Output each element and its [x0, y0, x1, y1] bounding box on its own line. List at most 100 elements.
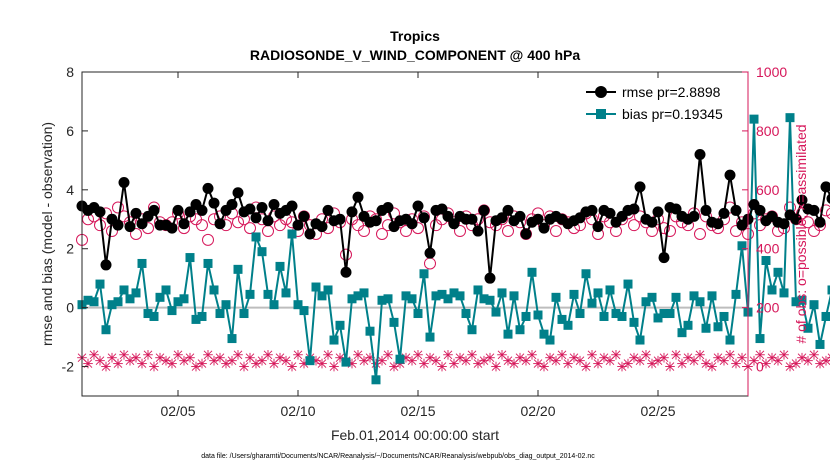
bias-point	[629, 317, 639, 327]
rmse-point	[268, 199, 280, 211]
bias-point	[251, 232, 261, 242]
bias-point	[533, 310, 543, 320]
bias-point	[341, 357, 351, 367]
rmse-point	[754, 204, 766, 216]
bias-point	[221, 300, 231, 310]
rmse-point	[184, 206, 196, 218]
rmse-point	[418, 212, 430, 224]
bias-point	[455, 291, 465, 301]
bias-point	[773, 267, 783, 277]
bias-point	[767, 285, 777, 295]
obs-possible-marker	[130, 228, 142, 240]
rmse-point	[790, 213, 802, 225]
bias-point	[275, 261, 285, 271]
rmse-point	[628, 203, 640, 215]
bias-point	[491, 307, 501, 317]
rmse-point	[472, 225, 484, 237]
bias-point	[503, 329, 513, 339]
bias-point	[161, 285, 171, 295]
rmse-point	[214, 218, 226, 230]
obs-assimilated-marker	[809, 349, 819, 360]
y2-tick-label: 400	[756, 241, 780, 257]
rmse-point	[538, 222, 550, 234]
rmse-point	[436, 203, 448, 215]
bias-point	[659, 309, 669, 319]
obs-assimilated-marker	[665, 361, 675, 372]
bias-point	[149, 311, 159, 321]
bias-point	[263, 289, 273, 299]
y-tick-label: 0	[66, 300, 74, 316]
bias-point	[305, 356, 315, 366]
obs-assimilated-marker	[635, 355, 645, 366]
rmse-point	[250, 212, 262, 224]
bias-point	[779, 288, 789, 298]
bias-point	[809, 300, 819, 310]
rmse-point	[652, 206, 664, 218]
rmse-point	[646, 216, 658, 228]
bias-point	[431, 291, 441, 301]
bias-point	[209, 285, 219, 295]
rmse-point	[262, 215, 274, 227]
bias-point	[287, 229, 297, 239]
obs-assimilated-marker	[491, 361, 501, 372]
bias-point	[131, 288, 141, 298]
rmse-point	[196, 204, 208, 216]
obs-assimilated-marker	[437, 361, 447, 372]
plot-content	[76, 113, 830, 385]
rmse-point	[820, 181, 830, 193]
obs-assimilated-marker	[773, 355, 783, 366]
rmse-point	[694, 148, 706, 160]
obs-assimilated-marker	[593, 358, 603, 369]
bias-point	[179, 294, 189, 304]
obs-possible-marker	[112, 201, 124, 214]
obs-assimilated-marker	[167, 358, 177, 369]
y2-tick-label: 0	[756, 359, 764, 375]
bias-point	[371, 375, 381, 385]
obs-assimilated-marker	[413, 349, 423, 360]
bias-point	[653, 313, 663, 323]
y-axis-right: 0 200 400 600 800 1000	[742, 64, 787, 396]
bias-point	[353, 291, 363, 301]
obs-possible-marker	[400, 225, 412, 238]
rmse-point	[334, 213, 346, 225]
bias-point	[323, 285, 333, 295]
bias-point	[137, 258, 147, 268]
rmse-point	[688, 210, 700, 222]
rmse-point	[448, 218, 460, 230]
y-tick-label: 4	[66, 182, 74, 198]
y2-tick-label: 1000	[756, 64, 787, 80]
bias-point	[587, 298, 597, 308]
obs-assimilated-marker	[143, 349, 153, 360]
bias-point	[329, 335, 339, 345]
rmse-point	[136, 218, 148, 230]
obs-possible-marker	[454, 225, 466, 238]
x-tick-label: 02/05	[160, 403, 195, 419]
obs-assimilated-marker	[779, 349, 789, 360]
bias-point	[101, 325, 111, 335]
rmse-point	[100, 259, 112, 271]
bias-point	[245, 289, 255, 299]
bias-point	[419, 269, 429, 279]
bias-point	[605, 285, 615, 295]
rmse-point	[124, 221, 136, 233]
bias-point	[815, 339, 825, 349]
chart-title: Tropics	[390, 28, 440, 44]
y-axis-left: -2 0 2 4 6 8	[62, 64, 88, 375]
bias-point	[713, 322, 723, 332]
obs-assimilated-marker	[725, 349, 735, 360]
bias-point	[413, 309, 423, 319]
obs-possible-marker	[244, 222, 256, 235]
obs-assimilated-marker	[737, 352, 747, 363]
x-tick-label: 02/25	[640, 403, 675, 419]
obs-assimilated-marker	[755, 349, 765, 360]
obs-assimilated-marker	[611, 349, 621, 360]
bias-point	[563, 320, 573, 330]
rmse-point	[700, 204, 712, 216]
obs-possible-marker	[376, 228, 388, 240]
rmse-point	[796, 194, 808, 206]
bias-point	[821, 311, 830, 321]
bias-point	[89, 297, 99, 307]
rmse-point	[724, 169, 736, 181]
x-tick-label: 02/10	[280, 403, 315, 419]
rmse-point	[244, 203, 256, 215]
